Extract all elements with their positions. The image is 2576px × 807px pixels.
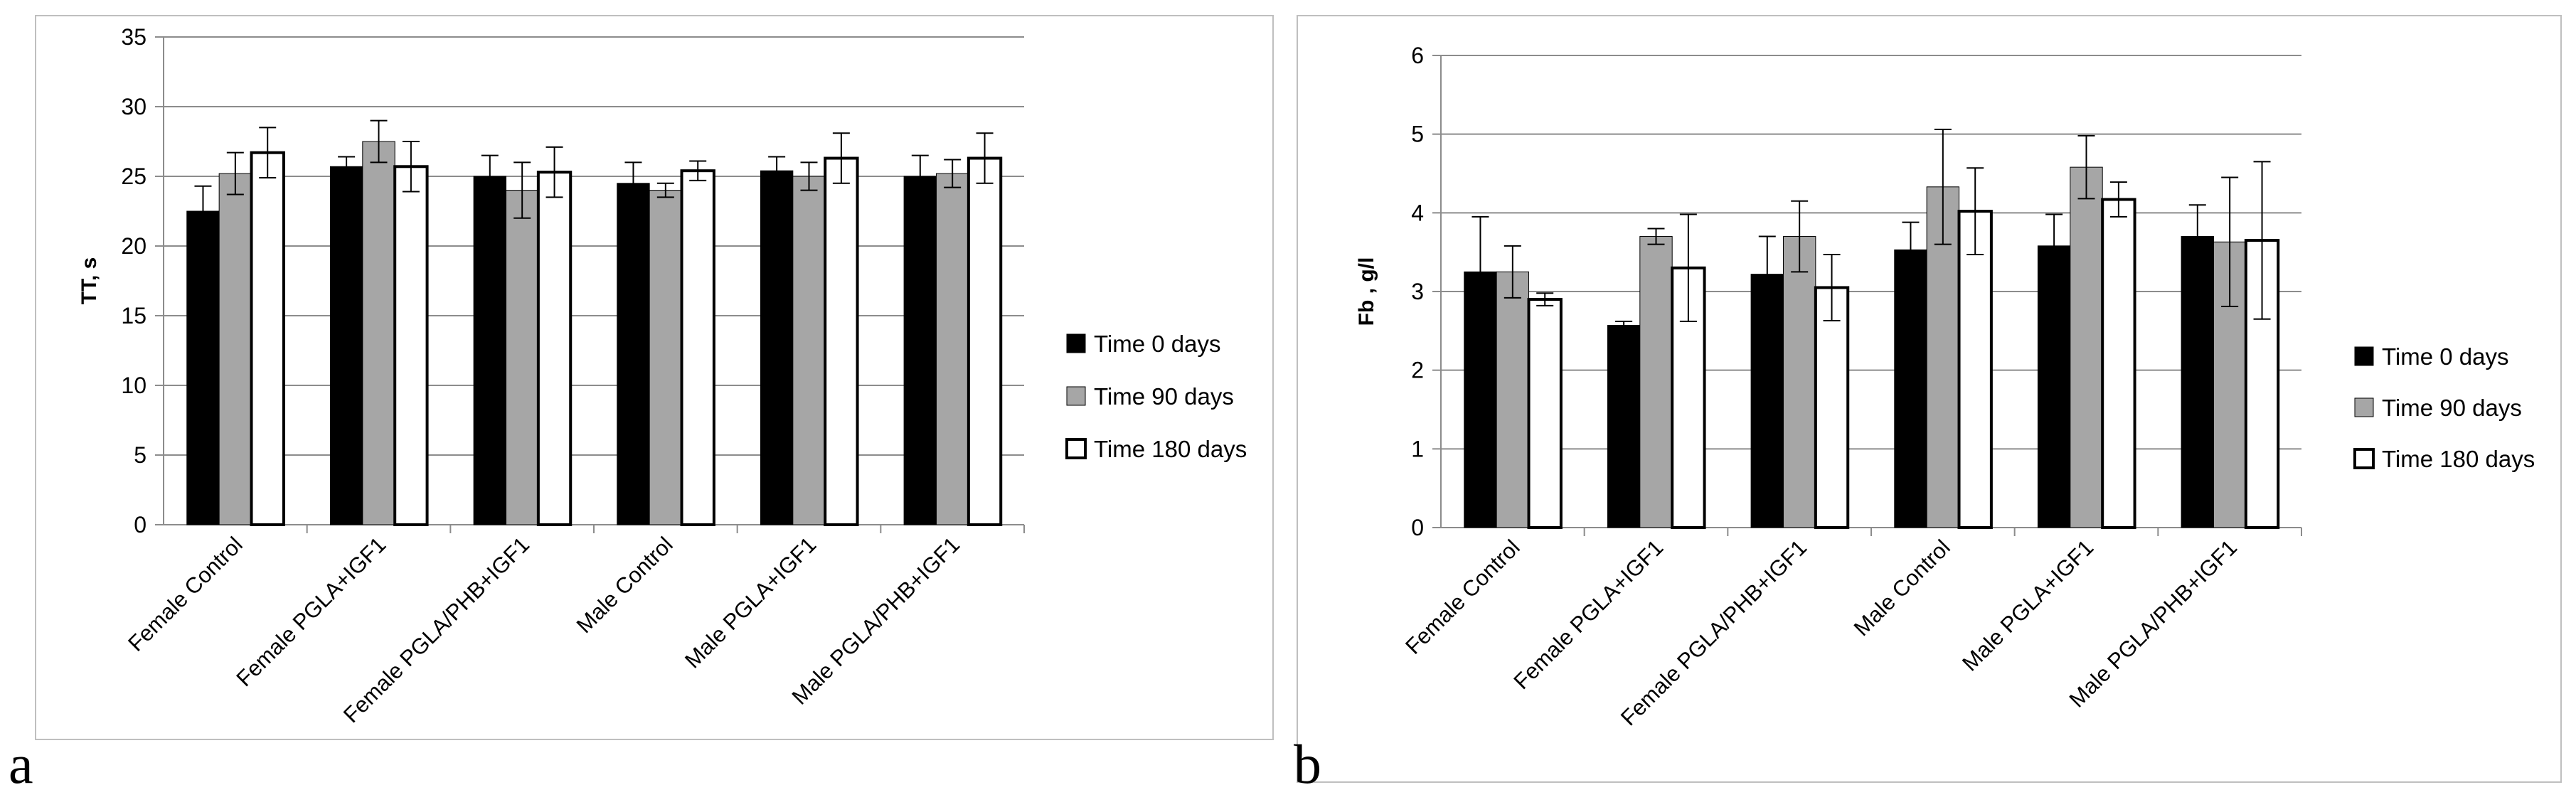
legend-label: Time 90 days [2382, 395, 2522, 421]
legend-swatch [2353, 448, 2375, 469]
legend-swatch [1066, 386, 1086, 406]
bar [760, 170, 794, 525]
y-tick-label: 10 [121, 373, 147, 398]
legend-label: Time 0 days [1094, 331, 1221, 357]
y-tick-label: 30 [121, 94, 147, 119]
bar [362, 141, 395, 525]
panel-label-a: a [9, 733, 33, 795]
legend-label: Time 180 days [1094, 436, 1247, 462]
y-tick-label: 5 [134, 442, 147, 468]
bar [2037, 245, 2071, 528]
y-axis-label: Fb , g/l [1355, 257, 1378, 326]
y-tick-label: 3 [1411, 279, 1424, 304]
bar [617, 183, 650, 525]
legend-swatch [2354, 346, 2374, 366]
bar [1527, 298, 1563, 529]
bar [1639, 236, 1673, 528]
y-tick-label: 5 [1411, 122, 1424, 147]
legend-swatch [1065, 438, 1087, 459]
bar [967, 156, 1003, 526]
bar [218, 173, 252, 525]
y-axis-label: TT, s [78, 257, 101, 305]
bar [473, 176, 506, 525]
y-tick-label: 2 [1411, 358, 1424, 383]
bar [393, 165, 429, 526]
bar [2070, 166, 2103, 528]
panel-label-b: b [1294, 733, 1321, 795]
bar [1894, 249, 1927, 528]
legend-swatch [1066, 333, 1086, 353]
bar [536, 171, 573, 526]
bar [186, 210, 220, 525]
legend-label: Time 180 days [2382, 446, 2535, 472]
bar [505, 190, 539, 525]
bar [680, 169, 715, 526]
y-tick-label: 0 [134, 512, 147, 538]
bar [903, 176, 937, 525]
bar [1496, 271, 1530, 528]
bar [935, 173, 969, 525]
bar [2101, 198, 2136, 529]
chart-panel-b: 0 1 2 3 4 5 6 Fb , g/l Female Control Female PGLA… [1288, 0, 2576, 807]
bar [792, 176, 826, 525]
y-tick-label: 1 [1411, 436, 1424, 461]
y-tick-label: 25 [121, 164, 147, 189]
bar [2181, 236, 2214, 528]
bar [329, 166, 363, 525]
y-tick-label: 20 [121, 233, 147, 259]
y-tick-label: 4 [1411, 200, 1424, 225]
bar [1814, 286, 1850, 529]
y-tick-label: 0 [1411, 515, 1424, 540]
y-tick-label: 6 [1411, 43, 1424, 68]
bar [1782, 236, 1816, 528]
bar [250, 151, 285, 526]
bar [824, 156, 859, 526]
bar [649, 190, 683, 525]
y-tick-label: 35 [121, 24, 147, 50]
bar [1750, 274, 1784, 528]
legend-label: Time 90 days [1094, 383, 1234, 410]
legend-swatch [2354, 397, 2374, 417]
legend-label: Time 0 days [2382, 343, 2509, 370]
y-tick-label: 15 [121, 303, 147, 328]
bar [1607, 325, 1641, 528]
chart-panel-a: 0 5 10 15 20 25 30 35 TT, s Female Control Female … [9, 15, 1274, 795]
bar [1957, 210, 1993, 529]
